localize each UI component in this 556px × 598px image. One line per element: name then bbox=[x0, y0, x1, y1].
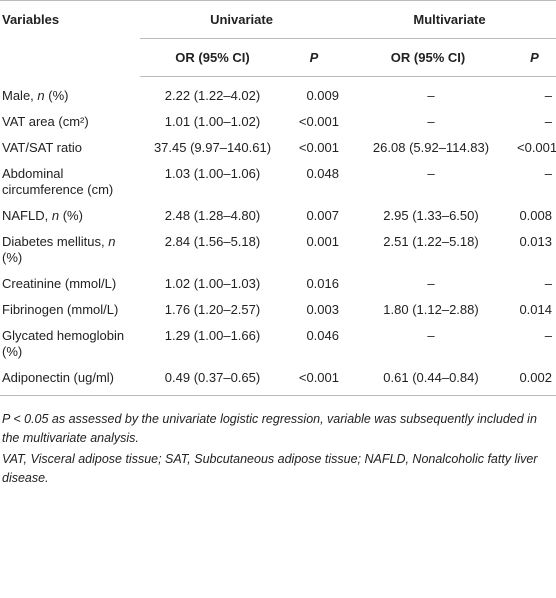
value-cell: 0.048 bbox=[306, 166, 339, 181]
variable-text: n bbox=[37, 87, 45, 103]
variable-cell: VAT area (cm²) bbox=[0, 109, 140, 135]
footnote: P < 0.05 as assessed by the univariate l… bbox=[2, 412, 537, 445]
value-cell: 0.49 (0.37–0.65) bbox=[140, 365, 285, 396]
header-cell: Multivariate bbox=[343, 0, 556, 39]
value-cell: 1.29 (1.00–1.66) bbox=[164, 328, 261, 343]
variable-text: Glycated hemoglobin (%) bbox=[2, 328, 125, 359]
value-cell: – bbox=[427, 328, 435, 343]
value-cell: 2.95 (1.33–6.50) bbox=[383, 208, 479, 223]
value-cell: – bbox=[544, 88, 552, 103]
value-cell: <0.001 bbox=[298, 114, 339, 129]
variable-text: NAFLD, bbox=[2, 208, 52, 223]
subheader-cell: OR (95% CI) bbox=[140, 38, 285, 77]
variable-cell: VAT/SAT ratio bbox=[0, 135, 140, 161]
value-cell: 0.003 bbox=[306, 302, 339, 317]
variable-cell: Diabetes mellitus, n (%) bbox=[0, 229, 140, 271]
variable-cell: Male, n (%) bbox=[0, 77, 140, 110]
header-row: Variables Univariate Multivariate bbox=[0, 0, 556, 77]
variable-text: Diabetes mellitus, bbox=[2, 234, 109, 249]
value-cell: 1.01 (1.00–1.02) bbox=[164, 114, 261, 129]
variable-text: Abdominal circumference (cm) bbox=[2, 166, 114, 197]
value-cell: – bbox=[544, 328, 552, 343]
variable-cell: Glycated hemoglobin (%) bbox=[0, 323, 140, 365]
table-row: Abdominal circumference (cm) 1.03 (1.00–1… bbox=[0, 161, 556, 203]
variable-cell: Adiponectin (ug/ml) bbox=[0, 365, 140, 396]
value-cell: – bbox=[544, 276, 552, 291]
value-cell: 1.76 (1.20–2.57) bbox=[164, 302, 261, 317]
footnote: VAT, Visceral adipose tissue; SAT, Subcu… bbox=[2, 452, 538, 485]
value-cell: – bbox=[544, 166, 552, 181]
subheader-cell: OR (95% CI) bbox=[343, 38, 513, 77]
table-body: Male, n (%) 2.22 (1.22–4.02) 0.009– – VAT ar… bbox=[0, 77, 556, 396]
variable-text: Male, bbox=[2, 87, 38, 103]
value-cell: 0.046 bbox=[306, 328, 339, 343]
value-cell: 0.016 bbox=[306, 276, 339, 291]
value-cell: – bbox=[427, 166, 435, 181]
table-row: Glycated hemoglobin (%) 1.29 (1.00–1.66) 0… bbox=[0, 323, 556, 365]
value-cell: <0.001 bbox=[298, 140, 339, 155]
variable-cell: NAFLD, n (%) bbox=[0, 203, 140, 229]
value-cell: 1.80 (1.12–2.88) bbox=[383, 302, 479, 317]
value-cell: 2.51 (1.22–5.18) bbox=[383, 234, 479, 249]
footnotes: P < 0.05 as assessed by the univariate l… bbox=[0, 396, 556, 488]
table-row: NAFLD, n (%) 2.48 (1.28–4.80) 0.007 2.95 (1… bbox=[0, 203, 556, 229]
table-row: Male, n (%) 2.22 (1.22–4.02) 0.009 – – bbox=[0, 77, 556, 110]
variable-cell: Creatinine (mmol/L) bbox=[0, 271, 140, 297]
variable-text: Creatinine (mmol/L) bbox=[2, 276, 117, 291]
table-row: Adiponectin (ug/ml) 0.49 (0.37–0.65) <0.00… bbox=[0, 365, 556, 396]
table-row: VAT area (cm²) 1.01 (1.00–1.02) <0.001 – – bbox=[0, 109, 556, 135]
table-row: Fibrinogen (mmol/L) 1.76 (1.20–2.57) 0.003… bbox=[0, 297, 556, 323]
value-cell: 1.03 (1.00–1.06) bbox=[164, 166, 261, 181]
variable-text: n bbox=[108, 234, 116, 249]
value-cell: – bbox=[427, 114, 435, 129]
value-cell: 1.02 (1.00–1.03) bbox=[164, 276, 261, 291]
value-cell: – bbox=[427, 276, 435, 291]
variable-text: Fibrinogen (mmol/L) bbox=[2, 302, 119, 317]
variable-cell: Fibrinogen (mmol/L) bbox=[0, 297, 140, 323]
value-cell: 26.08 (5.92–114.83) bbox=[372, 140, 490, 155]
value-cell: 2.84 (1.56–5.18) bbox=[164, 234, 261, 249]
value-cell: 0.013 bbox=[519, 234, 552, 249]
variable-text: (%) bbox=[2, 250, 23, 265]
subheader-cell: P bbox=[513, 38, 556, 77]
header-cell: Variables bbox=[0, 0, 140, 77]
value-cell: 0.61 (0.44–0.84) bbox=[343, 365, 513, 396]
value-cell: <0.001 bbox=[285, 365, 343, 396]
variable-text: VAT/SAT ratio bbox=[2, 140, 82, 155]
value-cell: 0.007 bbox=[306, 208, 339, 223]
variable-text: VAT area (cm²) bbox=[2, 114, 89, 129]
table-row: Diabetes mellitus, n (%) 2.84 (1.56–5.18)… bbox=[0, 229, 556, 271]
value-cell: – bbox=[544, 114, 552, 129]
value-cell: <0.001 bbox=[517, 140, 556, 155]
value-cell: 37.45 (9.97–140.61) bbox=[153, 140, 272, 155]
header-cell: Univariate bbox=[140, 0, 343, 39]
value-cell: 2.48 (1.28–4.80) bbox=[164, 208, 261, 223]
table-row: VAT/SAT ratio 37.45 (9.97–140.61) <0.001 26… bbox=[0, 135, 556, 161]
results-table: Variables Univariate Multivariate OR (95… bbox=[0, 0, 556, 396]
value-cell: 0.002 bbox=[513, 365, 556, 396]
variable-text: (%) bbox=[44, 87, 69, 103]
variable-text: (%) bbox=[59, 208, 83, 223]
subheader-row: OR (95% CI) P OR (95% CI) P bbox=[0, 38, 556, 77]
value-cell: 0.014 bbox=[519, 302, 552, 317]
value-cell: 0.001 bbox=[306, 234, 339, 249]
value-cell: 0.008 bbox=[519, 208, 552, 223]
page: Variables Univariate Multivariate OR (95… bbox=[0, 0, 556, 488]
variable-cell: Abdominal circumference (cm) bbox=[0, 161, 140, 203]
variable-text: n bbox=[51, 208, 60, 223]
value-cell: 0.009 bbox=[306, 88, 339, 103]
table-row: Creatinine (mmol/L) 1.02 (1.00–1.03) 0.016… bbox=[0, 271, 556, 297]
value-cell: 2.22 (1.22–4.02) bbox=[164, 88, 261, 103]
subheader-cell: P bbox=[285, 38, 343, 77]
value-cell: – bbox=[427, 88, 435, 103]
variable-text: Adiponectin (ug/ml) bbox=[2, 370, 114, 385]
